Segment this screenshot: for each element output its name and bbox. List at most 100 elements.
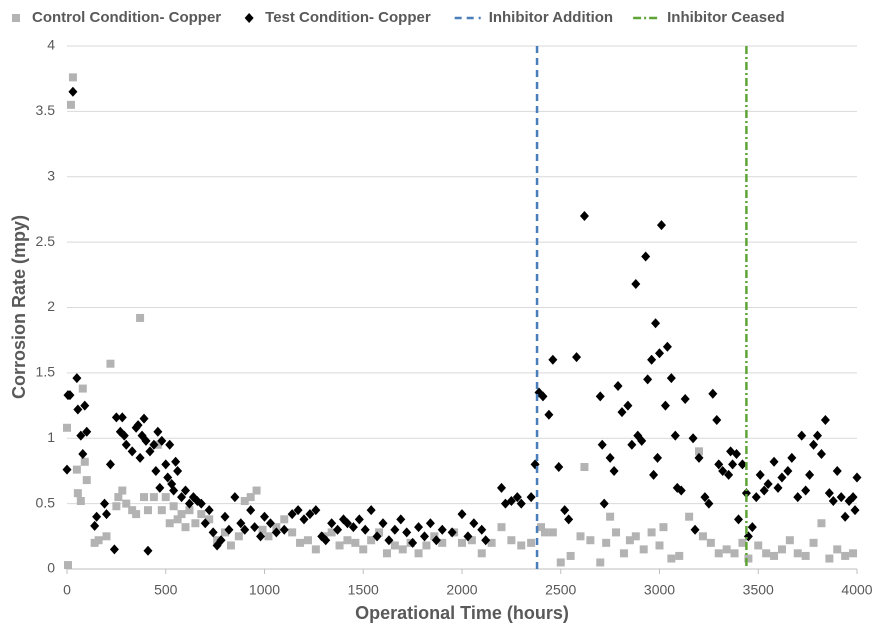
point <box>655 348 664 359</box>
point <box>398 545 407 554</box>
point <box>785 536 794 545</box>
point <box>118 486 127 495</box>
point <box>155 482 165 493</box>
point <box>132 510 141 519</box>
point <box>662 341 672 352</box>
point <box>708 388 718 399</box>
point <box>165 519 174 528</box>
point <box>695 447 703 456</box>
point <box>688 433 698 444</box>
point <box>250 522 260 533</box>
point <box>783 465 793 476</box>
point <box>617 407 627 418</box>
point <box>714 459 724 470</box>
point <box>76 497 85 506</box>
point <box>564 514 574 525</box>
point <box>437 524 447 535</box>
point <box>836 492 846 503</box>
point <box>72 373 82 384</box>
point <box>271 527 281 538</box>
point <box>463 531 473 542</box>
point <box>738 538 747 547</box>
point <box>299 514 309 525</box>
point <box>759 485 769 496</box>
point <box>63 423 71 432</box>
point <box>787 452 797 463</box>
point <box>143 506 152 515</box>
y-tick-label: 3 <box>47 167 55 183</box>
point <box>109 544 119 555</box>
point <box>127 446 137 457</box>
point <box>647 354 657 365</box>
point <box>655 541 664 550</box>
y-tick-label: 1 <box>47 429 55 445</box>
point <box>698 532 707 541</box>
point <box>850 505 860 516</box>
point <box>595 391 605 402</box>
y-tick-label: 1.5 <box>36 364 56 380</box>
point <box>181 523 190 532</box>
point <box>507 536 516 545</box>
x-tick-label: 500 <box>154 582 178 598</box>
point <box>627 439 637 450</box>
point <box>246 493 255 502</box>
point <box>737 459 747 470</box>
legend-marker <box>244 13 254 23</box>
point <box>66 100 75 109</box>
point <box>754 541 763 550</box>
point <box>816 448 826 459</box>
point <box>92 511 102 522</box>
point <box>777 545 786 554</box>
point <box>497 482 506 493</box>
point <box>143 545 153 556</box>
point <box>419 531 429 542</box>
x-tick-label: 1500 <box>348 582 379 598</box>
point <box>852 472 862 483</box>
point <box>157 506 166 515</box>
point <box>145 446 155 457</box>
point <box>100 498 110 509</box>
point <box>797 430 807 441</box>
point <box>828 496 838 507</box>
point <box>467 536 476 545</box>
point <box>82 476 91 485</box>
point <box>602 538 611 547</box>
point <box>236 518 246 529</box>
point <box>597 439 607 450</box>
point <box>293 505 303 516</box>
point <box>136 313 145 322</box>
point <box>151 465 161 476</box>
point <box>305 509 315 520</box>
point <box>111 412 121 423</box>
point <box>619 549 628 558</box>
point <box>197 510 206 519</box>
point <box>240 524 250 535</box>
point <box>833 545 842 554</box>
point <box>649 469 659 480</box>
point <box>169 485 179 496</box>
point <box>161 459 171 470</box>
point <box>675 551 684 560</box>
point <box>667 554 676 563</box>
point <box>204 505 214 516</box>
point <box>384 535 394 546</box>
point <box>102 509 111 520</box>
point <box>706 538 715 547</box>
point <box>817 519 826 528</box>
point <box>631 532 640 541</box>
point <box>724 469 734 480</box>
point <box>65 390 75 401</box>
point <box>639 545 648 554</box>
point <box>718 465 728 476</box>
point <box>751 492 761 503</box>
point <box>366 505 376 516</box>
point <box>157 435 167 446</box>
point <box>734 514 743 525</box>
point <box>321 535 331 546</box>
point <box>82 426 92 437</box>
point <box>741 488 751 499</box>
point <box>205 515 214 524</box>
point <box>544 409 554 420</box>
point <box>177 510 186 519</box>
